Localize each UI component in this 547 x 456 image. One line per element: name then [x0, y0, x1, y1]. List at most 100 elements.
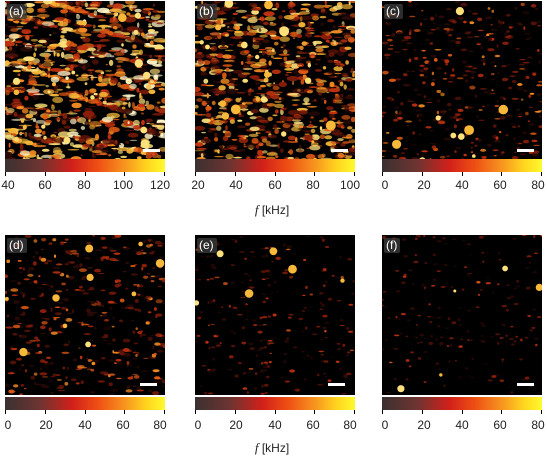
map-speckle: [158, 337, 165, 340]
map-speckle: [410, 144, 418, 146]
map-speckle: [19, 44, 22, 47]
map-speckle: [320, 34, 333, 40]
map-speckle: [445, 128, 450, 130]
map-speckle: [443, 264, 448, 266]
map-speckle: [49, 380, 53, 382]
map-speckle: [34, 381, 37, 386]
map-speckle: [117, 61, 124, 63]
map-speckle: [48, 143, 61, 146]
map-speckle: [447, 53, 453, 57]
map-speckle: [347, 103, 355, 107]
map-speckle: [519, 68, 526, 70]
map-speckle: [73, 109, 81, 112]
map-speckle: [46, 356, 51, 359]
colorbar-tick: [541, 172, 542, 176]
map-speckle: [235, 91, 246, 94]
map-speckle: [66, 260, 70, 265]
map-speckle: [5, 50, 16, 53]
map-speckle: [112, 119, 120, 121]
map-speckle: [58, 131, 71, 138]
map-speckle: [339, 255, 342, 259]
map-speckle: [41, 48, 46, 51]
map-speckle: [121, 306, 124, 310]
map-speckle: [300, 129, 311, 132]
map-speckle: [195, 86, 201, 93]
map-speckle: [141, 112, 144, 115]
map-hotspot: [455, 7, 464, 16]
map-speckle: [448, 34, 453, 37]
map-speckle: [130, 265, 136, 267]
map-speckle: [195, 150, 205, 152]
map-speckle: [204, 136, 208, 139]
map-speckle: [327, 379, 332, 382]
map-speckle: [50, 76, 60, 83]
map-panel-c: (c): [382, 1, 542, 161]
map-speckle: [226, 27, 235, 29]
map-speckle: [321, 45, 330, 48]
map-speckle: [509, 123, 516, 125]
map-speckle: [117, 57, 130, 61]
map-speckle: [127, 376, 133, 380]
map-speckle: [530, 77, 535, 79]
map-speckle: [149, 243, 153, 247]
map-speckle: [256, 119, 268, 122]
map-speckle: [141, 9, 151, 14]
map-speckle: [495, 333, 501, 336]
map-speckle: [65, 76, 69, 80]
map-speckle: [293, 37, 296, 39]
map-speckle: [283, 44, 286, 47]
map-speckle: [481, 55, 485, 59]
map-speckle: [528, 106, 533, 108]
map-speckle: [107, 342, 111, 345]
map-speckle: [195, 147, 207, 150]
map-speckle: [340, 275, 344, 279]
map-speckle: [261, 293, 267, 296]
map-speckle: [134, 8, 142, 13]
map-speckle: [53, 51, 56, 57]
map-speckle: [429, 143, 437, 145]
map-speckle: [157, 349, 164, 353]
colorbar-ticks-b: [195, 172, 355, 177]
map-speckle: [430, 16, 434, 21]
map-speckle: [324, 135, 333, 140]
map-speckle: [241, 341, 247, 345]
map-hotspot: [472, 154, 476, 158]
map-speckle: [287, 135, 296, 141]
map-speckle: [161, 335, 165, 338]
map-hotspot: [279, 26, 290, 37]
map-speckle: [537, 53, 542, 55]
map-speckle: [209, 300, 215, 303]
map-speckle: [237, 362, 242, 365]
map-speckle: [237, 314, 243, 316]
map-speckle: [264, 16, 276, 21]
map-speckle: [429, 158, 432, 160]
map-speckle: [10, 280, 18, 282]
map-speckle: [12, 69, 22, 73]
map-speckle: [474, 144, 478, 147]
tick-label: 40: [455, 418, 469, 432]
map-speckle: [483, 90, 490, 94]
map-speckle: [348, 1, 355, 3]
map-speckle: [316, 87, 328, 94]
map-speckle: [60, 9, 69, 14]
map-speckle: [41, 321, 48, 325]
map-hotspot: [464, 125, 474, 135]
map-speckle: [147, 37, 150, 39]
map-speckle: [310, 100, 319, 102]
map-speckle: [54, 306, 61, 308]
map-speckle: [393, 154, 398, 158]
map-speckle: [46, 109, 51, 113]
map-speckle: [469, 254, 473, 256]
map-speckle: [258, 142, 264, 147]
map-speckle: [128, 101, 131, 108]
map-speckle: [348, 147, 355, 153]
map-speckle: [117, 150, 123, 155]
map-speckle: [462, 74, 468, 77]
map-speckle: [140, 32, 145, 37]
map-speckle: [349, 349, 355, 352]
map-speckle: [408, 365, 412, 368]
map-speckle: [124, 306, 132, 308]
map-speckle: [9, 360, 17, 365]
map-speckle: [308, 86, 318, 88]
map-speckle: [214, 276, 220, 279]
